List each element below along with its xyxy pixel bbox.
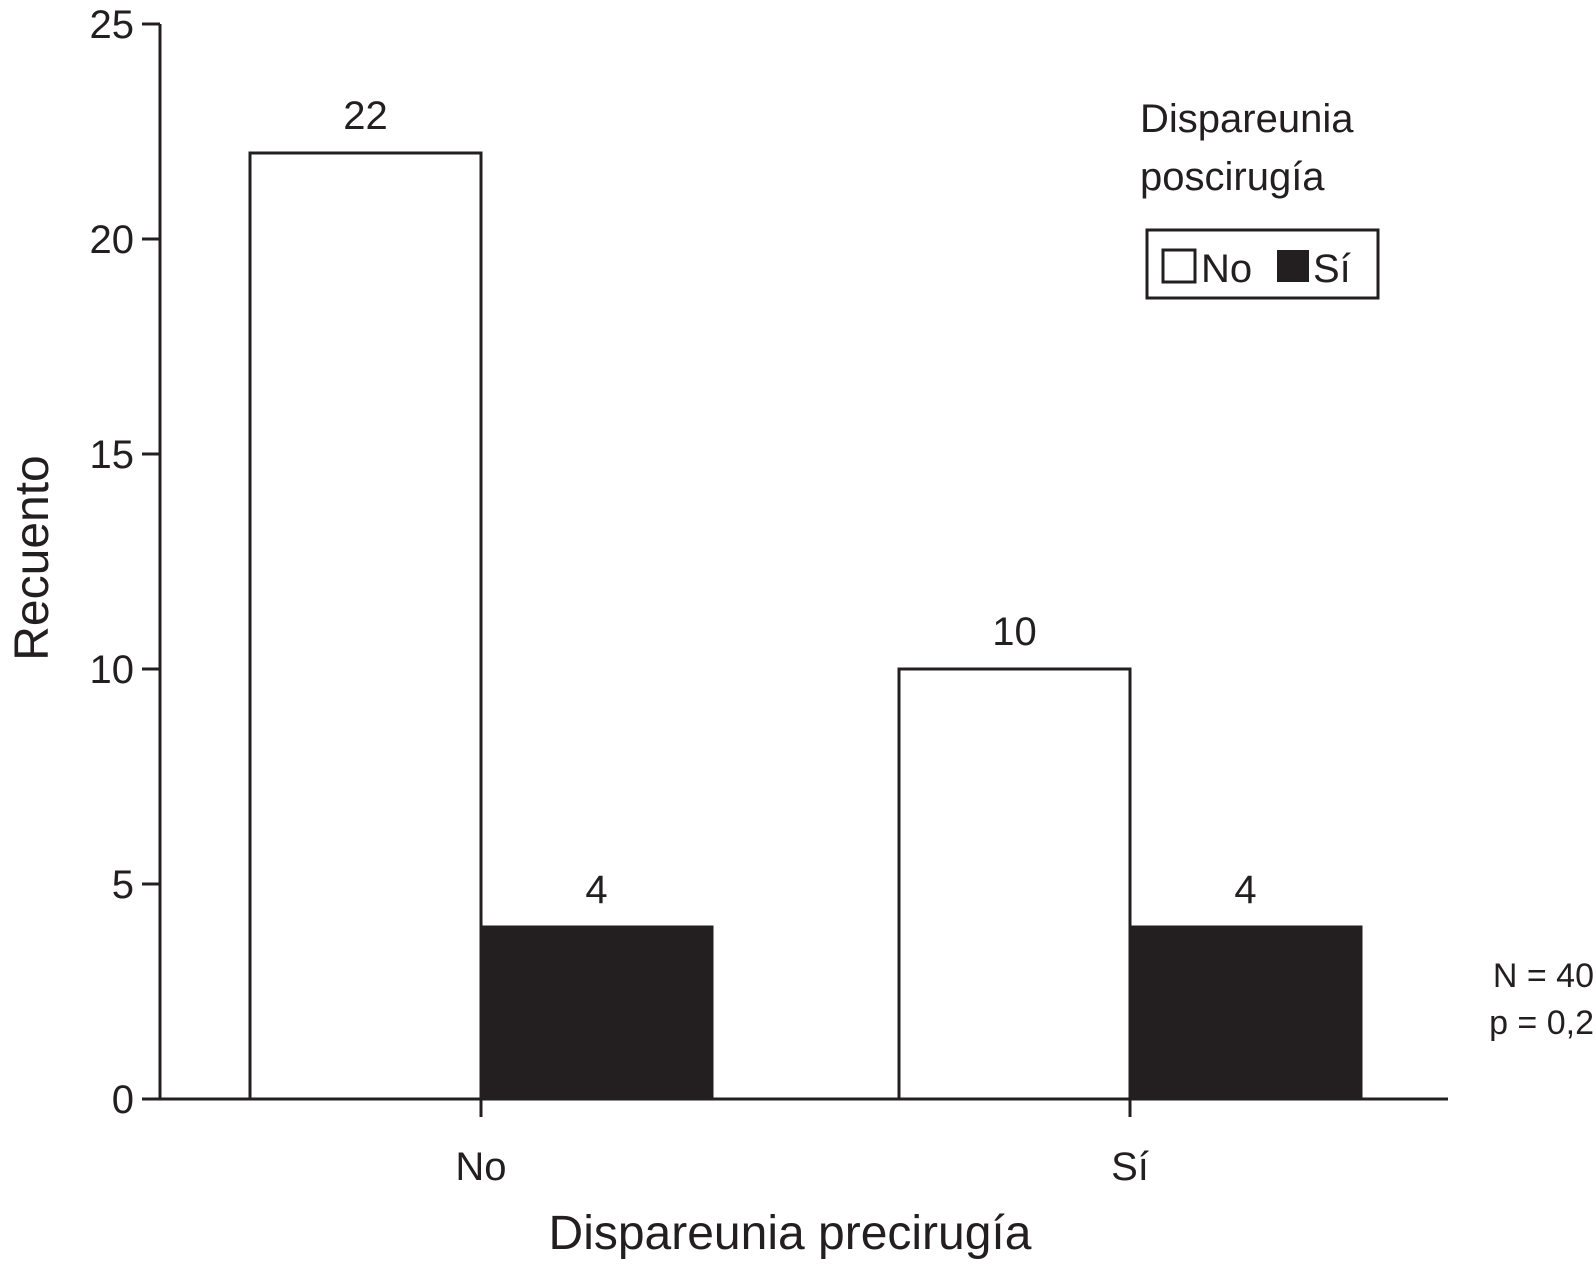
y-tick-label: 15 — [90, 433, 135, 477]
annotation-n: N = 40 — [1493, 957, 1594, 995]
x-tick-label: No — [455, 1145, 506, 1189]
legend-swatch-si — [1277, 250, 1309, 282]
bar-si-no — [479, 925, 714, 1101]
y-tick-label: 20 — [90, 218, 135, 262]
y-tick-label: 25 — [90, 3, 135, 47]
data-label: 10 — [992, 610, 1037, 654]
y-tick-label: 0 — [112, 1078, 134, 1122]
legend-label-no: No — [1201, 247, 1252, 291]
data-labels: 22 10 4 4 — [343, 94, 1256, 912]
legend-title-line-1: Dispareunia — [1140, 97, 1354, 141]
bars — [248, 151, 1363, 1101]
bar-no-si — [897, 667, 1132, 1101]
bar-si-si — [1128, 925, 1363, 1101]
x-axis-title: Dispareunia precirugía — [549, 1207, 1032, 1260]
legend-swatch-no — [1161, 248, 1197, 284]
data-label: 4 — [1234, 868, 1256, 912]
legend-label-si: Sí — [1313, 247, 1351, 291]
data-label: 22 — [343, 94, 388, 138]
bar-no-no — [248, 151, 483, 1101]
legend-box — [1145, 228, 1380, 300]
legend: Dispareunia poscirugía No Sí — [1140, 97, 1380, 300]
y-axis-title: Recuento — [6, 455, 59, 660]
data-label: 4 — [585, 868, 607, 912]
x-tick-label: Sí — [1111, 1145, 1149, 1189]
legend-title-line-2: poscirugía — [1140, 155, 1325, 199]
y-tick-label: 5 — [112, 863, 134, 907]
y-tick-label: 10 — [90, 648, 135, 692]
annotation-p: p = 0,2 — [1489, 1004, 1594, 1042]
